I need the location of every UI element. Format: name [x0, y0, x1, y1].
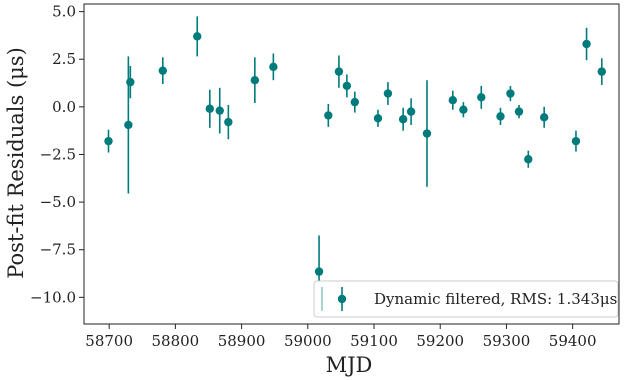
y-tick-label: −5.0 [40, 193, 76, 211]
legend-marker-swatch [337, 294, 347, 304]
data-point [158, 66, 167, 75]
data-point [126, 77, 135, 87]
x-axis-label: MJD [326, 353, 373, 377]
data-point [193, 32, 202, 41]
data-point [398, 115, 408, 124]
y-tick-label: 2.5 [52, 50, 76, 68]
data-point [215, 106, 224, 115]
data-point [124, 120, 133, 130]
data-point [205, 104, 215, 113]
data-point [524, 155, 533, 164]
x-tick-label: 59400 [549, 332, 597, 350]
plot-frame [83, 3, 620, 325]
data-point [506, 89, 515, 98]
data-point [324, 111, 333, 120]
y-tick-label: −10.0 [30, 288, 76, 306]
x-tick-label: 59100 [350, 332, 398, 350]
y-tick-label: 5.0 [52, 3, 76, 21]
data-point [571, 136, 581, 146]
legend-entry-label: Dynamic filtered, RMS: 1.343μs [374, 290, 617, 308]
data-point [597, 67, 606, 76]
data-point [250, 75, 260, 85]
x-tick-label: 58800 [152, 332, 200, 350]
data-point [422, 129, 432, 138]
data-point [342, 81, 352, 91]
axes: 58700 58800 58900 59000 59100 59200 59300 59400… [30, 3, 620, 350]
x-tick-label: 58900 [218, 332, 266, 350]
y-tick-label: −2.5 [40, 145, 76, 163]
data-point [448, 95, 458, 105]
data-point [383, 89, 393, 98]
legend-box [313, 280, 619, 318]
y-axis-label: Post-fit Residuals (μs) [4, 47, 28, 279]
data-point [373, 114, 383, 123]
data-point [582, 39, 591, 49]
legend: Dynamic filtered, RMS: 1.343μs [313, 280, 619, 318]
x-tick-label: 59200 [416, 332, 464, 350]
data-point [406, 107, 416, 116]
data-points [104, 16, 606, 308]
data-point [334, 67, 344, 76]
data-point [350, 97, 360, 107]
data-point [104, 136, 113, 146]
data-point [477, 93, 486, 102]
data-point [224, 117, 233, 127]
y-tick-label: 0.0 [52, 98, 76, 116]
x-tick-label: 59300 [483, 332, 531, 350]
x-tick-label: 58700 [85, 332, 133, 350]
x-tick-label: 59000 [284, 332, 332, 350]
data-point [314, 267, 324, 276]
data-point [496, 112, 505, 121]
data-point [269, 62, 278, 72]
data-point [459, 105, 468, 114]
y-tick-label: −7.5 [40, 241, 76, 259]
data-point [514, 107, 524, 116]
data-point [539, 113, 549, 122]
